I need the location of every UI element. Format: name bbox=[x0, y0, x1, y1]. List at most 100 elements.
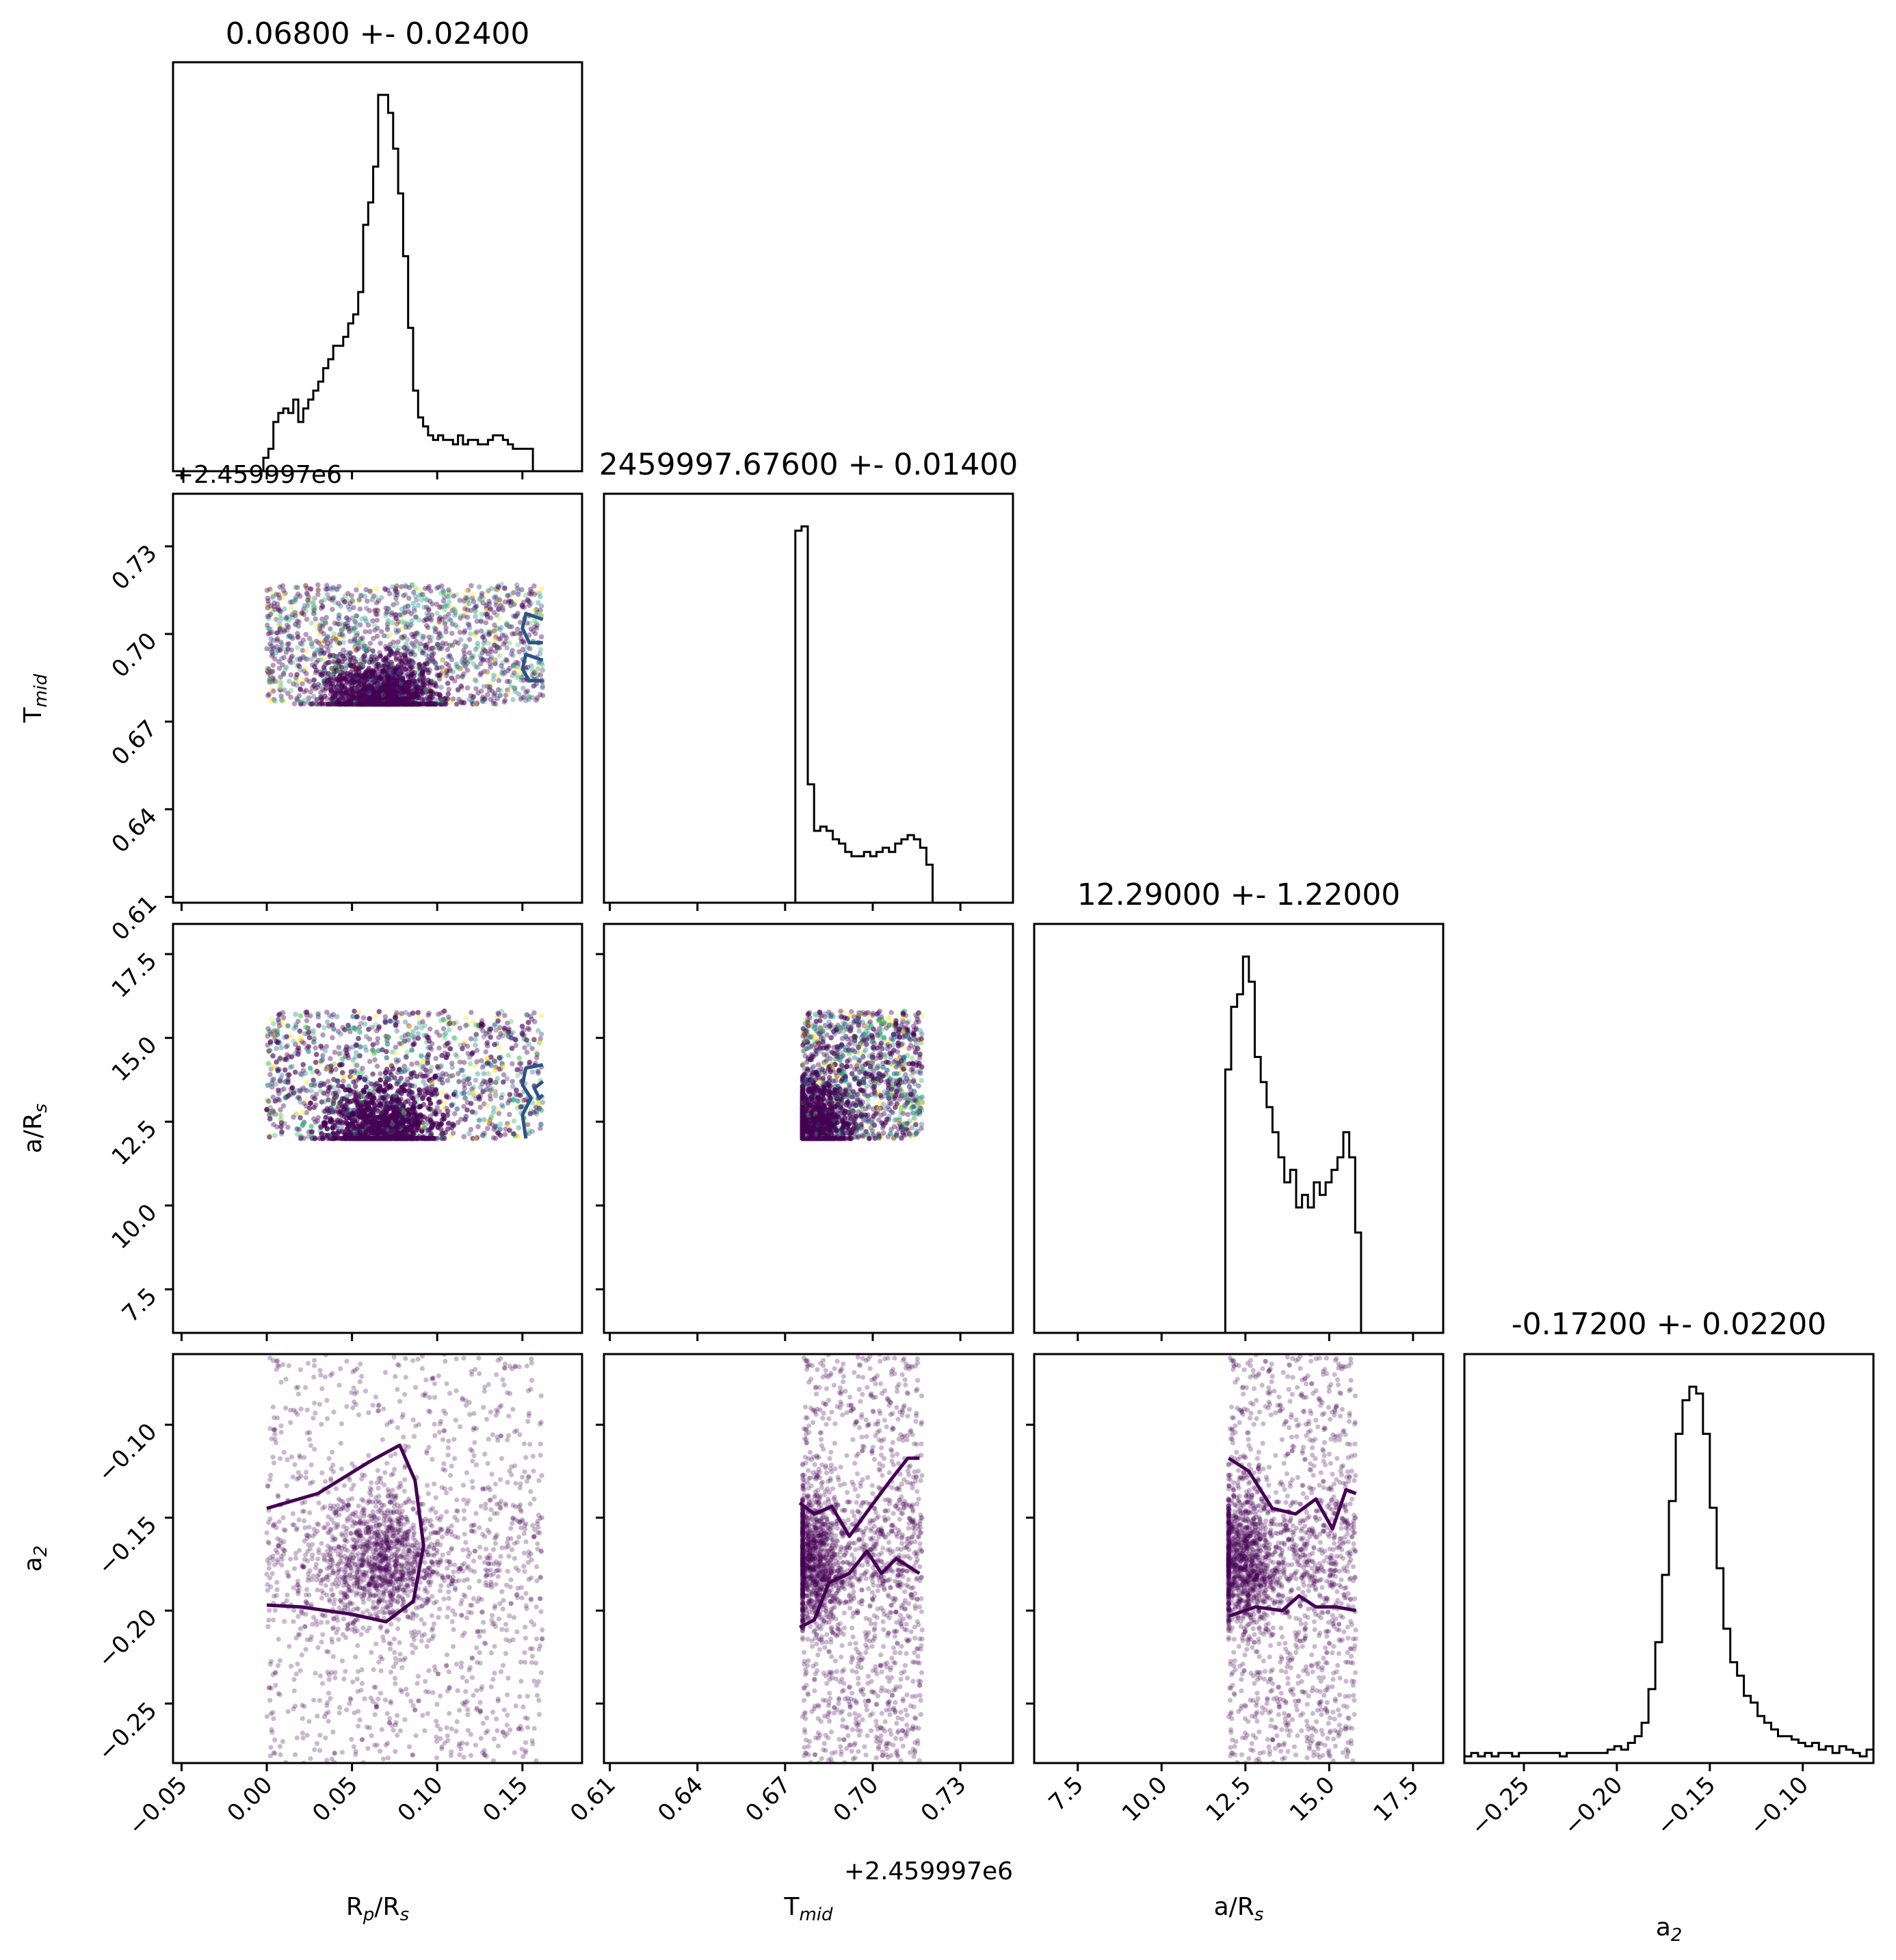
scatter-point bbox=[393, 621, 399, 627]
scatter-point bbox=[471, 592, 476, 598]
scatter-point bbox=[292, 598, 298, 605]
scatter-point bbox=[436, 1065, 441, 1071]
scatter-point bbox=[300, 1122, 306, 1128]
scatter-point bbox=[395, 592, 400, 598]
scatter-point bbox=[297, 1029, 303, 1034]
scatter-point bbox=[440, 640, 445, 646]
scatter-point bbox=[450, 1122, 456, 1127]
scatter-point bbox=[496, 606, 501, 612]
scatter-point bbox=[337, 1062, 343, 1068]
scatter-point bbox=[265, 605, 271, 611]
scatter-point bbox=[306, 600, 311, 606]
scatter-point bbox=[442, 1035, 448, 1041]
scatter-point bbox=[457, 629, 463, 635]
scatter-point bbox=[402, 605, 408, 610]
scatter-point bbox=[462, 628, 468, 634]
scatter-point bbox=[447, 616, 452, 622]
scatter-point bbox=[536, 1040, 542, 1046]
scatter-point bbox=[345, 693, 352, 698]
scatter-point bbox=[536, 611, 542, 617]
scatter-point bbox=[528, 600, 534, 607]
scatter-point bbox=[436, 645, 443, 651]
scatter-point bbox=[406, 1037, 411, 1043]
scatter-point bbox=[292, 1070, 298, 1075]
scatter-point bbox=[488, 1096, 493, 1102]
scatter-point bbox=[330, 659, 336, 665]
scatter-point bbox=[407, 1011, 412, 1018]
scatter-point bbox=[398, 1041, 404, 1046]
scatter-point bbox=[265, 668, 270, 674]
scatter-point bbox=[515, 1098, 521, 1104]
scatter-point bbox=[461, 648, 466, 653]
scatter-point bbox=[366, 679, 371, 685]
scatter-point bbox=[458, 700, 464, 706]
scatter-point bbox=[283, 616, 289, 622]
scatter-point bbox=[475, 640, 481, 646]
scatter-point bbox=[365, 622, 371, 628]
scatter-point bbox=[277, 1057, 282, 1062]
scatter-point bbox=[514, 675, 520, 680]
scatter-point bbox=[456, 1078, 462, 1085]
scatter-point bbox=[312, 1135, 318, 1141]
scatter-point bbox=[308, 657, 314, 662]
scatter-point bbox=[518, 674, 525, 680]
scatter-point bbox=[497, 1055, 502, 1061]
scatter-point bbox=[496, 585, 501, 590]
scatter-point bbox=[298, 1013, 304, 1019]
scatter-point bbox=[308, 1013, 313, 1019]
scatter-point bbox=[462, 1117, 468, 1122]
scatter-point bbox=[265, 670, 272, 676]
scatter-point bbox=[497, 1028, 502, 1034]
scatter-point bbox=[439, 617, 445, 622]
scatter-point bbox=[374, 633, 380, 639]
scatter-point bbox=[370, 1048, 376, 1053]
scatter-point bbox=[527, 646, 533, 652]
scatter-point bbox=[388, 1018, 393, 1024]
scatter-point bbox=[285, 622, 290, 628]
scatter-point bbox=[267, 672, 274, 678]
scatter-point bbox=[521, 638, 526, 644]
scatter-point bbox=[362, 646, 368, 652]
scatter-point bbox=[284, 1057, 290, 1063]
scatter-point bbox=[425, 625, 431, 631]
scatter-point bbox=[274, 617, 279, 622]
scatter-point bbox=[367, 1059, 373, 1064]
scatter-point bbox=[320, 621, 326, 627]
scatter-point bbox=[319, 1057, 326, 1063]
scatter-point bbox=[393, 1015, 399, 1020]
scatter-point bbox=[378, 653, 383, 659]
scatter-point bbox=[302, 656, 308, 661]
scatter-point bbox=[462, 1095, 469, 1101]
scatter-point bbox=[372, 1057, 378, 1063]
scatter-point bbox=[449, 607, 456, 613]
scatter-point bbox=[376, 1024, 382, 1030]
scatter-point bbox=[392, 1120, 398, 1126]
scatter-point bbox=[356, 1113, 362, 1120]
scatter-point bbox=[322, 1115, 328, 1121]
scatter-point bbox=[458, 613, 463, 619]
scatter-point bbox=[523, 592, 529, 598]
scatter-point bbox=[499, 581, 505, 587]
scatter-point bbox=[504, 1031, 510, 1037]
scatter-point bbox=[345, 598, 350, 603]
scatter-point bbox=[498, 1031, 503, 1037]
scatter-point bbox=[292, 1070, 298, 1075]
scatter-point bbox=[472, 631, 478, 636]
scatter-point bbox=[467, 631, 473, 637]
scatter-point bbox=[330, 1100, 337, 1107]
scatter-point bbox=[267, 626, 272, 632]
scatter-point bbox=[280, 583, 286, 589]
scatter-point bbox=[488, 696, 493, 702]
scatter-point bbox=[413, 639, 419, 644]
scatter-point bbox=[484, 1087, 490, 1092]
scatter-point bbox=[279, 1072, 285, 1078]
scatter-point bbox=[513, 660, 519, 665]
scatter-point bbox=[347, 600, 353, 607]
scatter-point bbox=[282, 1067, 288, 1073]
scatter-point bbox=[341, 1114, 347, 1120]
scatter-point bbox=[495, 644, 500, 650]
scatter-point bbox=[432, 1111, 438, 1116]
scatter-point bbox=[334, 1130, 340, 1136]
scatter-point bbox=[403, 1009, 408, 1016]
scatter-point bbox=[501, 1025, 508, 1031]
